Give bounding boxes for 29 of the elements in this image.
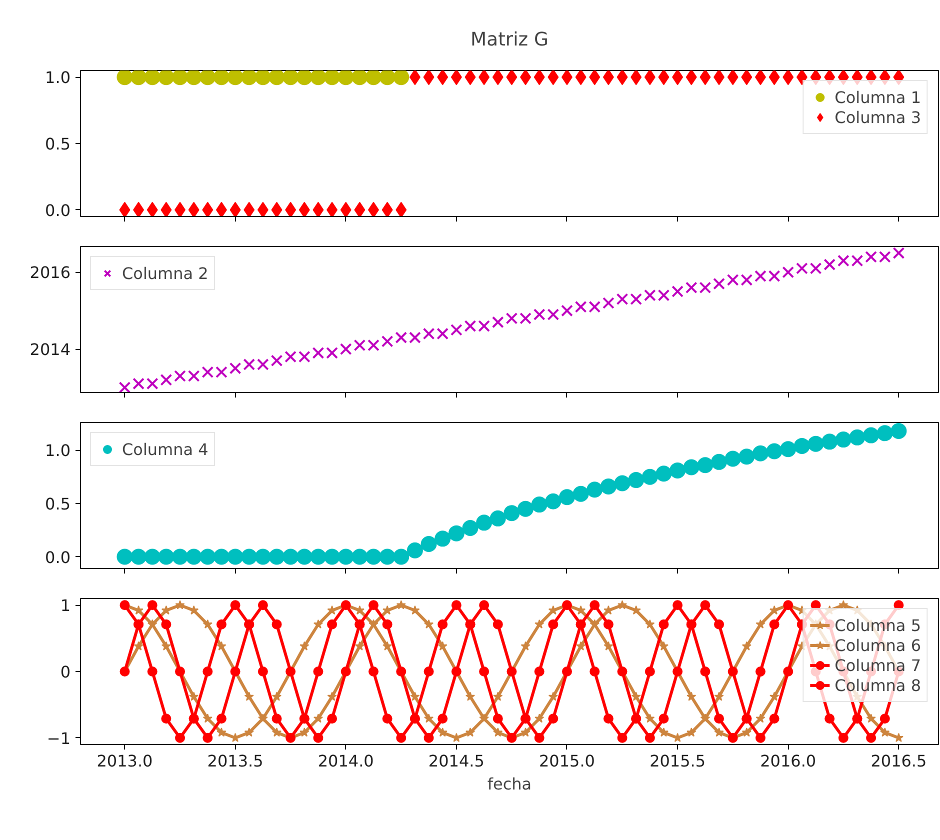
y-tick-label: 0 [60, 662, 71, 682]
x-tick-label: 2015.0 [539, 752, 595, 770]
legend-label: Columna 8 [834, 676, 921, 694]
x-tick-label: 2014.5 [428, 752, 484, 770]
x-tick-label: 2013.5 [207, 752, 264, 770]
y-tick-label: 2016 [30, 263, 70, 282]
x-tick-label: 2013.0 [96, 752, 153, 770]
x-tick-label: 2014.0 [318, 752, 374, 770]
y-tick-label: 0.5 [45, 134, 71, 154]
chart-title: Matriz G [470, 30, 548, 50]
y-tick-label: 1.0 [45, 441, 71, 460]
y-tick-label: 0.0 [45, 548, 71, 567]
legend-label: Columna 5 [834, 616, 921, 634]
legend-label: Columna 1 [834, 88, 921, 106]
legend-label: Columna 2 [122, 264, 208, 282]
x-axis-title: fecha [487, 774, 532, 794]
y-tick-label: 1 [60, 596, 71, 616]
legend-label: Columna 3 [834, 108, 921, 126]
y-tick-label: 2014 [30, 340, 70, 360]
y-tick-label: 0.0 [45, 200, 71, 220]
x-tick-label: 2016.0 [760, 752, 816, 770]
y-tick-label: 1.0 [45, 68, 71, 88]
legend-label: Columna 7 [834, 656, 921, 674]
x-tick-label: 2015.5 [650, 752, 706, 770]
y-tick-label: 0.5 [45, 494, 71, 514]
x-tick-label: 2016.5 [870, 752, 927, 770]
legend-label: Columna 6 [834, 636, 921, 654]
legend-label: Columna 4 [122, 440, 208, 458]
y-tick-label: −1 [46, 728, 71, 748]
